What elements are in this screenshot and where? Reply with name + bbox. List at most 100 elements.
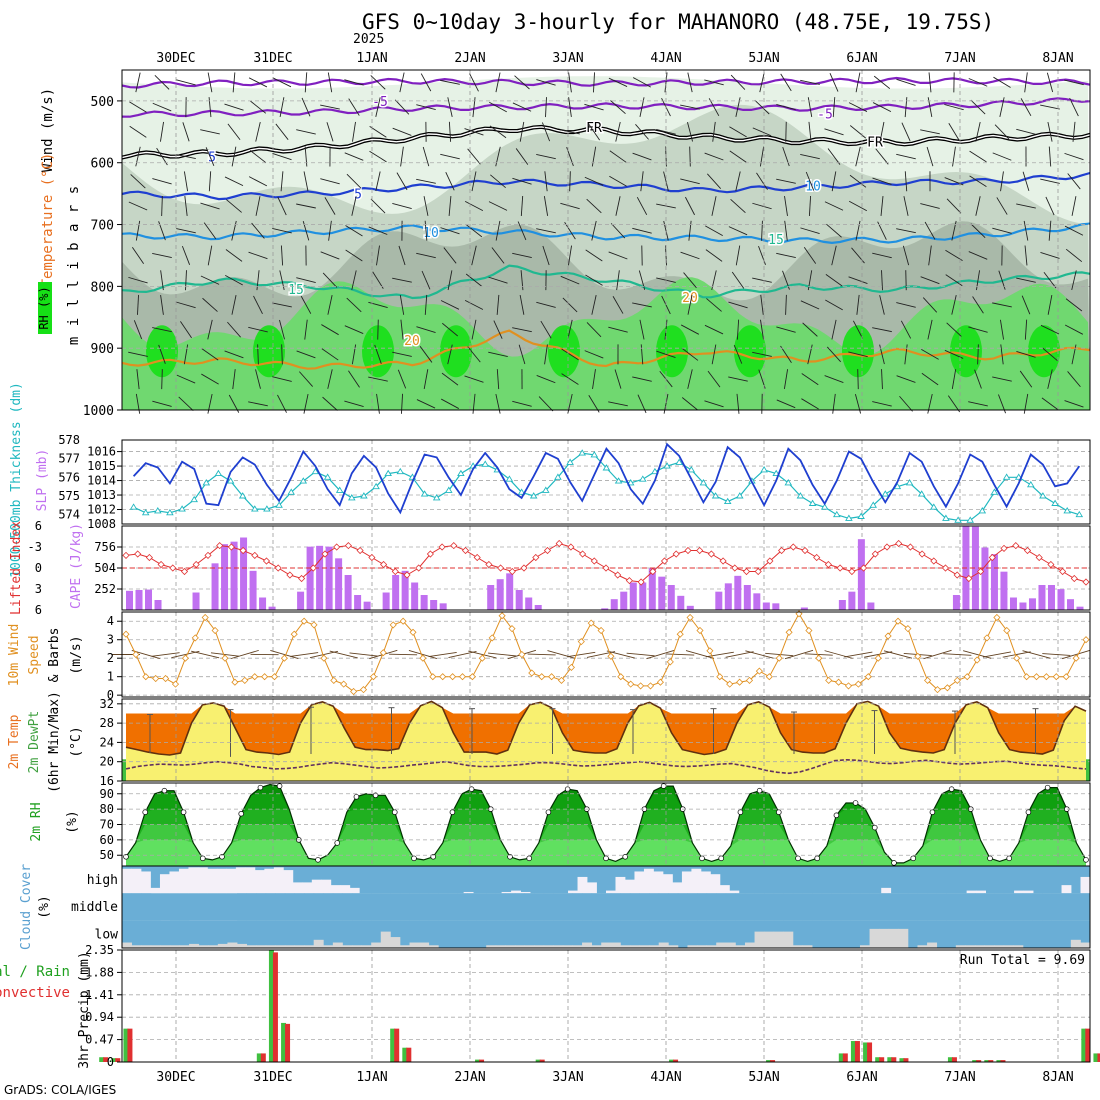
wind-barb: [800, 300, 820, 310]
cloud-cover-bar: [553, 945, 564, 948]
wind-speed-point: [597, 626, 605, 635]
cloud-cover-bar: [668, 945, 679, 948]
cloud-cover-bar: [292, 882, 303, 894]
lifted-index-point: [333, 543, 341, 551]
wind-barb: [303, 171, 309, 192]
wind-barb: [902, 245, 910, 266]
wind-barb: [152, 102, 172, 112]
wind-barb: [1042, 347, 1058, 362]
wind-barb: [584, 103, 604, 111]
date-label-bottom: 1JAN: [356, 1070, 387, 1085]
wind-barb: [369, 125, 387, 138]
cape-bar: [211, 563, 219, 610]
wind-barb: [633, 77, 651, 88]
cloud-cover-bar: [131, 868, 142, 894]
wind-speed-point: [1072, 654, 1080, 662]
wind-speed-point: [835, 678, 843, 686]
wind-barb: [152, 178, 172, 185]
wind-barb: [968, 401, 988, 407]
wind-barb: [946, 322, 962, 337]
date-label-top: 6JAN: [846, 51, 877, 66]
cloud-cover-bar: [653, 871, 664, 894]
precip-total-bar: [972, 1060, 978, 1062]
wind-barb: [376, 245, 380, 266]
wind-barb: [687, 72, 693, 93]
lifted-index-point: [485, 560, 493, 569]
wind-barb: [803, 246, 817, 264]
wind-barb: [248, 77, 268, 88]
cloud-cover-bar: [974, 945, 985, 948]
wind-barb: [279, 319, 285, 340]
lifted-index-point: [309, 564, 317, 572]
wind-speed-point: [340, 680, 348, 688]
cape-bar: [430, 600, 438, 610]
wind-barb: [496, 294, 500, 315]
wind-barb: [1071, 270, 1077, 291]
wind-barb: [802, 322, 818, 337]
wind-barb-10m: [151, 652, 180, 657]
rh-high-humidity-cell: [146, 325, 178, 378]
rh-tick-label: 60: [100, 833, 114, 847]
cloud-cover-bar: [927, 893, 938, 921]
rh2m-point: [142, 809, 148, 815]
precip-total-bar: [669, 1059, 675, 1062]
lifted-index-point: [906, 543, 914, 551]
wind-barb: [180, 321, 192, 339]
temp-axis-title-part: 2m Temp: [7, 714, 22, 769]
precip-convective-bar: [1000, 1060, 1006, 1062]
wind-barb: [445, 172, 455, 191]
lifted-index-tick-label: 6: [35, 603, 42, 617]
thickness-point: [663, 462, 671, 469]
date-label-top: 1JAN: [356, 51, 387, 66]
wind-speed-point: [122, 630, 130, 638]
cloud-cover-bar: [881, 887, 892, 894]
wind-barb-10m: [1022, 650, 1051, 659]
wind-barb: [392, 203, 412, 209]
thickness-point: [1063, 507, 1071, 514]
precip-total-bar: [947, 1057, 953, 1062]
cloud-cover-bar: [122, 942, 132, 948]
precip-total-bar: [402, 1047, 408, 1062]
wind-speed-point: [805, 626, 813, 635]
cape-bar: [230, 541, 238, 610]
rh2m-point: [392, 809, 398, 815]
wind-barb: [879, 295, 885, 315]
wind-barb-10m: [883, 650, 913, 659]
wind-barb: [129, 101, 147, 113]
wind-barb: [776, 326, 796, 333]
cloud-cover-bar: [1042, 893, 1053, 921]
wind-barb: [920, 276, 940, 285]
lifted-index-point: [368, 553, 376, 562]
wind-barb: [872, 327, 892, 333]
precip-convective-bar: [854, 1041, 860, 1062]
wind-barb: [420, 73, 432, 92]
cloud-cover-bar: [658, 942, 669, 948]
wind-barb: [736, 319, 740, 340]
wind-barb: [345, 249, 363, 262]
wind-barb: [687, 122, 693, 142]
cloud-cover-bar: [160, 945, 171, 948]
wind-barb: [272, 228, 292, 234]
thickness-point: [566, 458, 574, 465]
wind-barb: [161, 369, 163, 390]
wind-barb: [519, 295, 525, 315]
wind-barb: [926, 146, 934, 167]
wind-speed-point: [765, 673, 773, 681]
wind-barb-10m: [784, 649, 814, 660]
wind-barb: [1048, 220, 1052, 241]
wind-barb-10m: [191, 650, 220, 659]
rh2m-point: [756, 787, 763, 794]
cloud-cover-bar: [1080, 942, 1091, 948]
rh2m-point: [238, 810, 244, 817]
wind-speed-point: [142, 673, 150, 681]
cape-bar: [762, 602, 770, 610]
cloud-cover-bar: [634, 871, 645, 894]
wind-barb: [610, 100, 626, 115]
cape-tick-label: 252: [94, 582, 116, 596]
cloud-cover-bar: [783, 893, 794, 921]
wind-speed-point: [884, 632, 892, 640]
cloud-cover-bar: [122, 893, 132, 921]
cloud-cover-bar: [859, 893, 870, 921]
cloud-cover-bar: [639, 893, 650, 921]
thickness-point: [675, 458, 683, 465]
